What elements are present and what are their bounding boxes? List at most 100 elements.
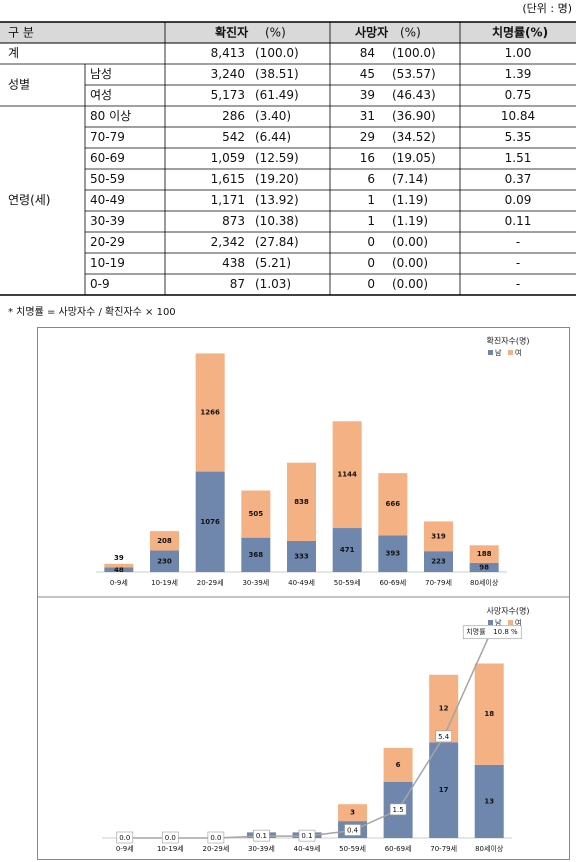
data-label: 18: [484, 710, 494, 718]
data-label: 471: [340, 546, 355, 554]
cell: (36.90): [392, 109, 436, 123]
x-tick-label: 80세이상: [475, 844, 504, 853]
row-label: 20-29: [90, 235, 125, 249]
cell: (1.19): [392, 193, 428, 207]
cell: 3,240: [211, 67, 245, 81]
cell: 16: [360, 151, 375, 165]
header-cell: 구 분: [8, 26, 34, 40]
data-label: 39: [114, 554, 124, 562]
bar-segment: [378, 535, 408, 572]
cell: 39: [360, 88, 375, 102]
data-label: 188: [477, 550, 492, 558]
cell: 0.09: [505, 193, 532, 207]
x-tick-label: 50-59세: [334, 578, 361, 587]
data-label: 12: [439, 705, 449, 713]
bar-segment: [150, 531, 179, 551]
cell: (100.0): [392, 46, 436, 60]
legend-swatch: [508, 350, 513, 355]
legend-swatch: [488, 350, 493, 355]
bar-segment: [469, 562, 499, 572]
bar-segment: [287, 462, 316, 541]
x-tick-label: 30-39세: [242, 578, 269, 587]
bar-segment: [195, 471, 225, 572]
data-label: 1076: [200, 518, 220, 526]
cell: 8,413: [211, 46, 245, 60]
legend-label: 여: [515, 348, 521, 357]
data-label: 393: [386, 550, 401, 558]
row-label: 30-39: [90, 214, 125, 228]
data-label: 208: [157, 537, 172, 545]
label-box: [207, 831, 225, 844]
label-box: [389, 803, 407, 816]
label-box: [253, 829, 270, 842]
bar-segment: [332, 528, 362, 572]
legend-title: 사망자수(명): [486, 606, 529, 616]
header-cell: 치명률(%): [492, 25, 548, 40]
cell: 1.51: [505, 151, 532, 165]
cell: 1: [367, 214, 375, 228]
x-tick-label: 10-19세: [157, 844, 184, 853]
cell: 5.35: [505, 130, 532, 144]
label-box: [344, 824, 361, 836]
cell: (53.57): [392, 67, 436, 81]
data-label: 230: [157, 557, 172, 565]
group-label: 계: [8, 46, 19, 60]
legend-label: 남: [495, 348, 502, 357]
legend-label: 여: [515, 618, 521, 627]
line-label: 0.1: [301, 832, 312, 840]
bar-segment: [424, 521, 453, 552]
line-label: 0.0: [210, 834, 221, 842]
label-box: [162, 831, 179, 844]
cell: (46.43): [392, 88, 436, 102]
cell: (5.21): [255, 256, 291, 270]
data-label: 98: [479, 563, 489, 571]
line-label: 1.5: [393, 806, 404, 814]
cell: 1.39: [505, 67, 532, 81]
cell: 2,342: [211, 235, 245, 249]
line-label: 5.4: [438, 733, 450, 741]
bar-segment: [241, 490, 271, 538]
data-label: 48: [114, 566, 124, 574]
header-cell: (%): [400, 26, 421, 40]
x-tick-label: 60-69세: [379, 578, 406, 587]
label-box: [116, 831, 134, 844]
cell: 0: [367, 235, 375, 249]
x-tick-label: 40-49세: [294, 844, 321, 853]
x-tick-label: 20-29세: [202, 844, 229, 853]
cell: 542: [222, 130, 245, 144]
cell: 29: [360, 130, 375, 144]
cell: (19.20): [255, 172, 299, 186]
data-label: 3: [350, 809, 355, 817]
cell: (61.49): [255, 88, 299, 102]
row-label: 0-9: [90, 277, 110, 291]
row-label: 여성: [90, 88, 112, 102]
data-label: 666: [386, 500, 401, 508]
cell: 10.84: [501, 109, 535, 123]
bar-segment: [474, 663, 504, 765]
legend-swatch: [508, 620, 513, 625]
cell: -: [516, 235, 520, 249]
bar-segment: [378, 473, 408, 536]
data-label: 1266: [200, 408, 220, 416]
cell: 0.37: [505, 172, 532, 186]
cell: 438: [222, 256, 245, 270]
cell: (0.00): [392, 235, 428, 249]
line-label: 0.0: [165, 834, 176, 842]
x-tick-label: 30-39세: [248, 844, 275, 853]
cell: -: [516, 277, 520, 291]
data-label: 838: [294, 498, 309, 506]
group-label: 연령(세): [8, 193, 50, 207]
bar-segment: [150, 550, 179, 572]
bar-segment: [104, 563, 134, 568]
cell: 1,615: [211, 172, 245, 186]
unit-note: (단위 : 명): [522, 2, 572, 15]
data-label: 319: [431, 532, 446, 540]
footnote: * 치명률 = 사망자수 / 확진자수 × 100: [8, 306, 176, 318]
label-box: [435, 730, 452, 743]
cell: 31: [360, 109, 375, 123]
data-label: 333: [294, 552, 309, 560]
line-label: 0.4: [347, 827, 359, 835]
header-bg: [0, 22, 576, 43]
line-label: 10.8 %: [493, 628, 518, 636]
